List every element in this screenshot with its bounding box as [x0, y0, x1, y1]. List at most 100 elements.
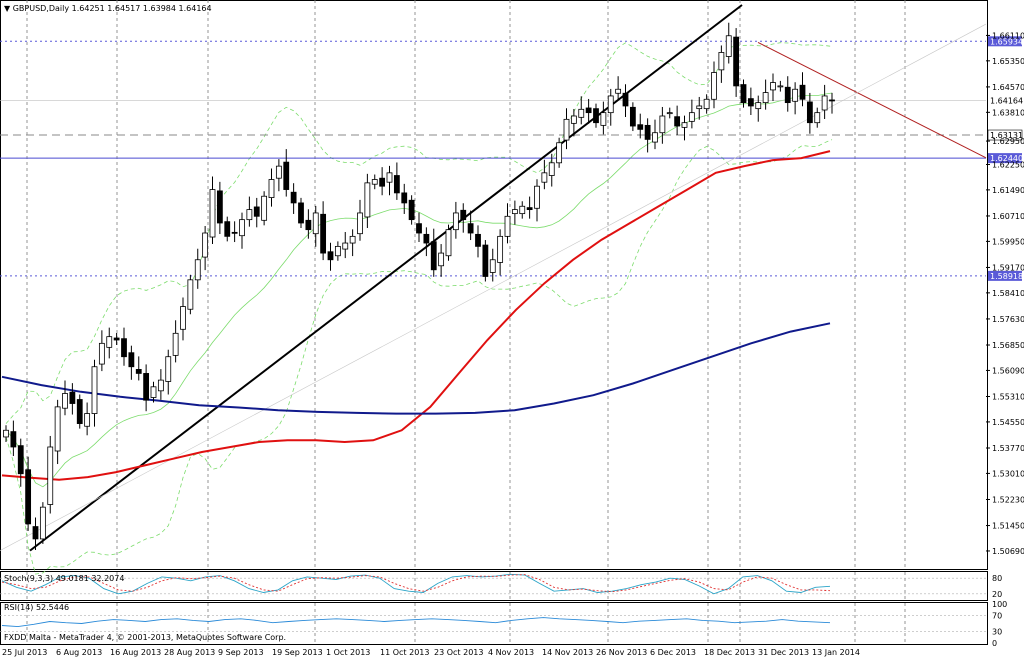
- candle-body: [239, 219, 245, 237]
- candle-body: [320, 213, 327, 254]
- candle-body: [231, 231, 238, 234]
- price-label-box: [988, 270, 1022, 281]
- main-pane-frame: [0, 0, 988, 570]
- ma-fast-line: [1, 150, 831, 481]
- candle-body: [275, 165, 282, 179]
- gray-diagonal-line[interactable]: [0, 23, 987, 551]
- candle-body: [556, 142, 563, 164]
- x-tick-label: 16 Aug 2013: [110, 648, 161, 657]
- moving-averages: [1, 150, 831, 481]
- candle-body: [209, 189, 216, 238]
- resistance-trendline[interactable]: [757, 42, 987, 159]
- price-label-box: [987, 129, 1023, 141]
- candle-body: [615, 88, 622, 94]
- candle-body: [283, 161, 290, 190]
- x-tick-label: 28 Aug 2013: [164, 648, 215, 657]
- candle-body: [224, 221, 231, 237]
- y-tick-label: 1.61490: [992, 186, 1024, 195]
- candle-body: [157, 379, 164, 392]
- candle-body: [106, 336, 113, 348]
- x-tick-label: 26 Nov 2013: [596, 648, 647, 657]
- bollinger-lower: [5, 139, 833, 575]
- x-tick-label: 23 Oct 2013: [434, 648, 483, 657]
- candle-body: [548, 162, 555, 176]
- candle-body: [652, 132, 658, 143]
- stoch-pane-frame: [0, 571, 988, 601]
- stoch-label: Stoch(9,3,3) 49.0181 32.2074: [4, 574, 124, 583]
- y-tick-label: 1.54550: [992, 418, 1024, 427]
- candle-body: [216, 190, 223, 224]
- candle-body: [17, 445, 24, 475]
- stoch-main-line: [1, 573, 831, 595]
- candle-body: [600, 112, 607, 126]
- rsi-tick-label: 100: [992, 600, 1007, 609]
- candle-body: [629, 106, 636, 127]
- y-tick-label: 1.53010: [992, 469, 1024, 478]
- candle-body: [268, 179, 275, 198]
- rsi-label: RSI(14) 52.5446: [4, 603, 69, 612]
- candle-body: [113, 337, 120, 341]
- candle-body: [740, 84, 747, 104]
- candle-body: [445, 229, 452, 257]
- candle-body: [666, 112, 673, 115]
- y-tick-label: 1.62250: [992, 160, 1024, 169]
- price-label-text: 1.63131: [990, 131, 1023, 140]
- candle-body: [534, 185, 540, 209]
- candle-body: [379, 177, 386, 187]
- price-label-box: [988, 36, 1022, 47]
- x-tick-label: 9 Sep 2013: [218, 648, 264, 657]
- candle-body: [622, 92, 629, 107]
- candle-body: [135, 369, 142, 374]
- candle-body: [467, 223, 474, 234]
- candle-body: [305, 219, 312, 231]
- y-tick-label: 1.60710: [992, 212, 1024, 221]
- candle-body: [342, 242, 349, 250]
- y-tick-label: 1.51450: [992, 522, 1024, 531]
- candle-body: [770, 82, 776, 91]
- candle-body: [357, 212, 363, 235]
- stoch-tick-label: 20: [992, 590, 1002, 599]
- x-tick-label: 13 Jan 2014: [812, 648, 860, 657]
- time-axis: 25 Jul 2013 6 Aug 2013 16 Aug 2013 28 Aug 2…: [2, 648, 860, 657]
- candle-body: [777, 85, 784, 88]
- candle-body: [121, 338, 127, 358]
- candle-body: [39, 506, 46, 540]
- candle-body: [799, 84, 806, 100]
- rsi-tick-label: 0: [992, 639, 997, 648]
- grid: [26, 0, 906, 644]
- price-label-text: 1.65934: [990, 37, 1023, 46]
- candle-body: [637, 124, 644, 130]
- candle-body: [489, 259, 496, 273]
- candle-body: [3, 429, 9, 438]
- candle-body: [718, 52, 725, 71]
- candle-body: [327, 251, 334, 261]
- candle-body: [47, 446, 54, 505]
- horizontal-levels[interactable]: 1.65934 1.64164 1.63131 1.62440 1.58918: [0, 36, 1023, 281]
- candle-body: [54, 406, 61, 452]
- candle-body: [659, 115, 666, 134]
- candle-body: [194, 259, 201, 281]
- rsi-line: [1, 617, 831, 628]
- candle-body: [725, 35, 732, 57]
- y-tick-label: 1.59170: [992, 263, 1024, 272]
- candle-body: [696, 105, 703, 110]
- candle-body: [475, 233, 481, 247]
- candle-body: [180, 306, 186, 330]
- candle-body: [32, 526, 39, 540]
- x-tick-label: 4 Nov 2013: [488, 648, 534, 657]
- candlesticks: [3, 22, 835, 550]
- price-label-text: 1.58918: [990, 272, 1023, 281]
- y-tick-label: 1.56850: [992, 341, 1024, 350]
- y-tick-label: 1.65350: [992, 57, 1024, 66]
- candle-body: [91, 366, 98, 414]
- x-tick-label: 18 Dec 2013: [704, 648, 755, 657]
- candle-body: [644, 124, 651, 140]
- x-tick-label: 31 Dec 2013: [758, 648, 809, 657]
- x-tick-label: 25 Jul 2013: [2, 648, 47, 657]
- candle-body: [187, 279, 194, 310]
- candle-body: [128, 352, 135, 368]
- candle-body: [69, 391, 76, 404]
- y-tick-label: 1.52230: [992, 495, 1024, 504]
